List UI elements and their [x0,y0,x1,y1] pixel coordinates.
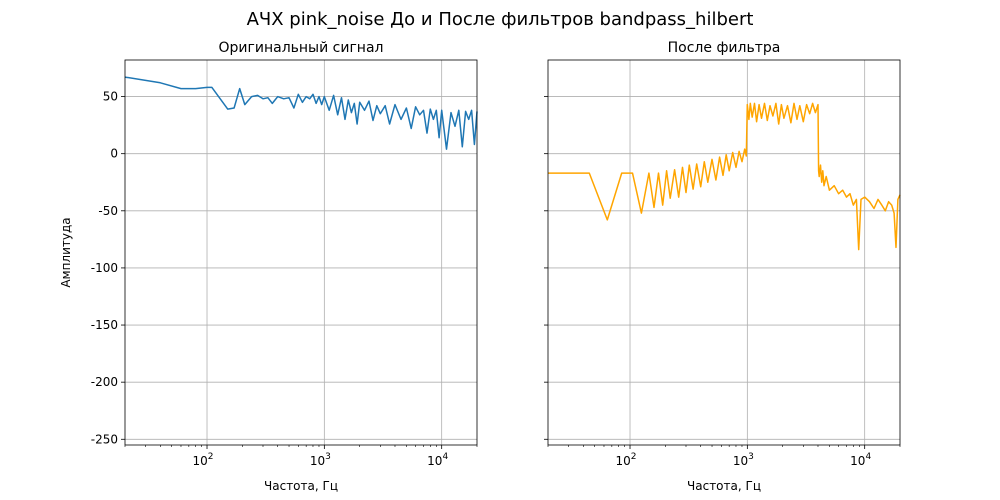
x-tick-exponent: 3 [325,452,331,462]
x-tick-exponent: 2 [631,452,637,462]
y-axis-label: Амплитуда [59,217,73,287]
x-tick-exponent: 4 [865,452,871,462]
figure-suptitle: АЧХ pink_noise До и После фильтров bandp… [247,9,754,30]
x-tick-label: 103 [733,452,754,468]
x-tick-base: 10 [427,454,442,468]
axes-title: Оригинальный сигнал [219,40,384,56]
y-tick-label: 50 [103,90,118,104]
series-line [124,76,478,150]
y-tick-label: -150 [91,318,118,332]
subplot-original: 102 103 104500-50-100-150-200-250Оригиналь… [59,40,478,493]
x-tick-label: 103 [310,452,331,468]
x-tick-label: 102 [193,452,214,468]
x-tick-label: 104 [850,452,871,468]
x-tick-exponent: 3 [748,452,754,462]
axes-frame [124,59,478,446]
x-axis-label: Частота, Гц [687,479,761,493]
x-tick-exponent: 4 [442,452,448,462]
x-tick-base: 10 [310,454,325,468]
y-tick-label: 0 [110,147,118,161]
x-axis-label: Частота, Гц [264,479,338,493]
x-tick-base: 10 [616,454,631,468]
y-tick-label: -200 [91,375,118,389]
axes-frame [547,59,901,446]
x-tick-label: 104 [427,452,448,468]
y-tick-label: -250 [91,432,118,446]
y-tick-label: -50 [98,204,118,218]
x-tick-exponent: 2 [208,452,214,462]
axes-title: После фильтра [668,40,781,56]
y-tick-label: -100 [91,261,118,275]
x-tick-base: 10 [193,454,208,468]
x-tick-base: 10 [733,454,748,468]
x-tick-base: 10 [850,454,865,468]
series-line [548,102,901,251]
x-tick-label: 102 [616,452,637,468]
